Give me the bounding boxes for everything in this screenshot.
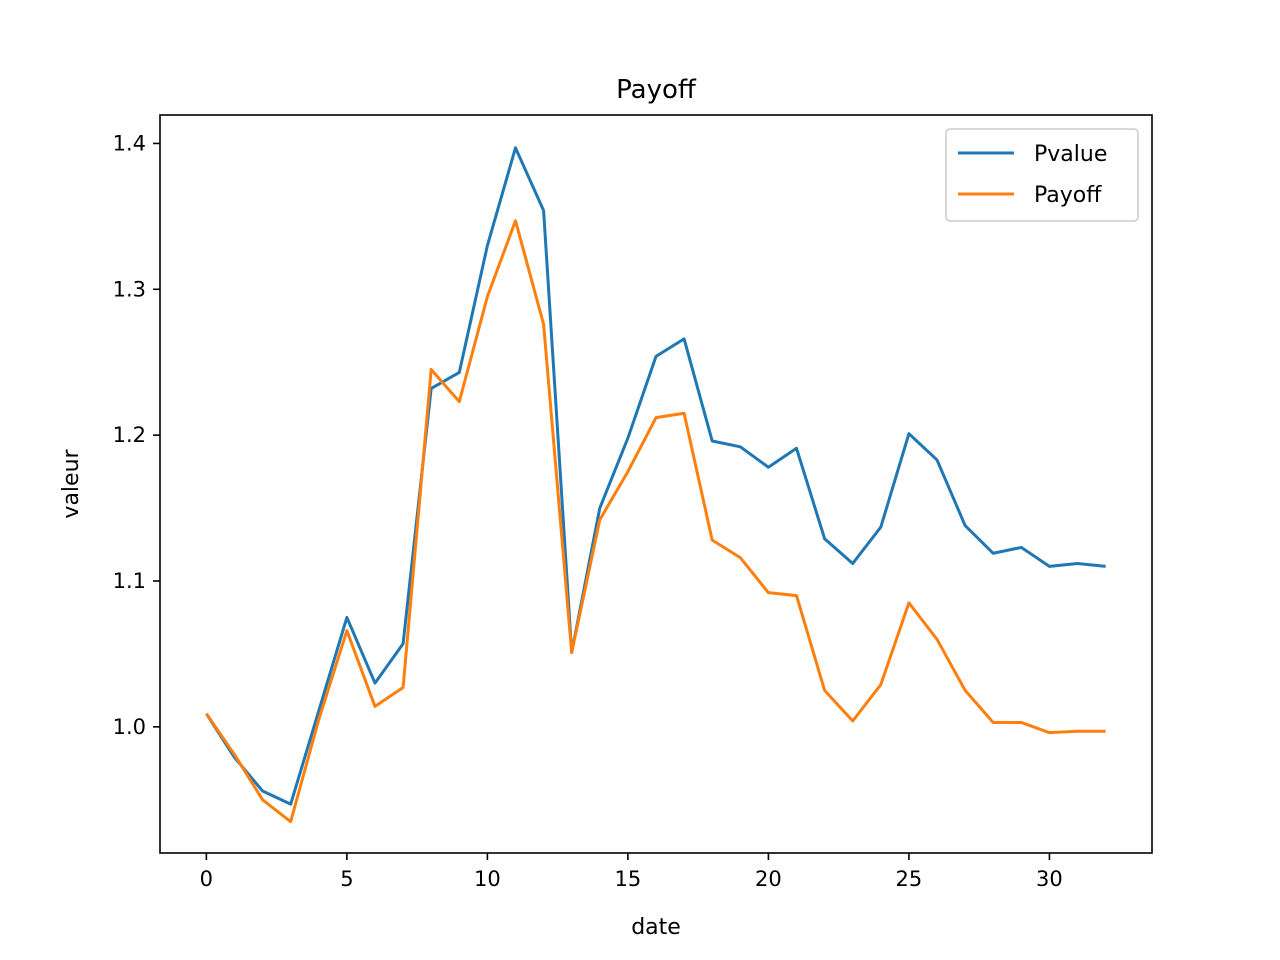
x-axis: 0 5 10 15 20 25 30 <box>200 853 1063 891</box>
x-axis-label: date <box>631 915 681 940</box>
y-tick-label: 1.1 <box>113 569 146 593</box>
x-tick-label: 10 <box>474 867 501 891</box>
chart-title: Payoff <box>616 75 697 105</box>
y-tick-label: 1.3 <box>113 277 146 301</box>
legend: Pvalue Payoff <box>945 128 1139 222</box>
y-tick-label: 1.2 <box>113 423 146 447</box>
x-tick-label: 5 <box>340 867 353 891</box>
y-axis: 1.0 1.1 1.2 1.3 1.4 <box>113 131 160 739</box>
x-tick-label: 15 <box>615 867 642 891</box>
legend-label-pvalue: Pvalue <box>1034 142 1107 167</box>
legend-label-payoff: Payoff <box>1034 183 1102 208</box>
x-tick-label: 20 <box>755 867 782 891</box>
series-line-pvalue <box>205 146 1106 806</box>
x-tick-label: 30 <box>1036 867 1063 891</box>
y-axis-label: valeur <box>59 448 84 518</box>
series-line-payoff <box>205 219 1106 824</box>
y-tick-label: 1.4 <box>113 131 146 155</box>
x-tick-label: 25 <box>896 867 923 891</box>
series-layer <box>205 146 1106 824</box>
plot-area-frame <box>159 114 1153 854</box>
x-tick-label: 0 <box>200 867 213 891</box>
y-tick-label: 1.0 <box>113 715 146 739</box>
